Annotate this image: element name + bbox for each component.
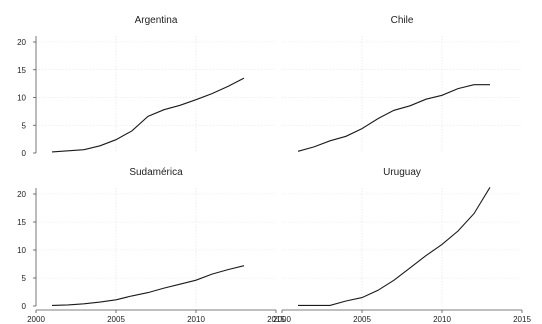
x-tick-label: 2005 bbox=[353, 315, 371, 324]
panel-1: Argentina 0 5 10 15 20 bbox=[17, 15, 276, 158]
y-tick-label: 10 bbox=[17, 246, 26, 255]
x-tick-label: 2015 bbox=[513, 315, 531, 324]
series-line bbox=[297, 84, 490, 152]
series-line bbox=[51, 77, 245, 153]
y-tick-label: 15 bbox=[17, 66, 26, 75]
panel-2: Chile bbox=[282, 15, 522, 153]
panel-3: Sudamérica 0 5 10 15 20 2000 2005 2010 2015 bbox=[17, 167, 285, 324]
y-tick-label: 10 bbox=[17, 94, 26, 103]
y-tick-label: 0 bbox=[22, 149, 27, 158]
panel-4: Uruguay 2000 2005 2010 2015 bbox=[273, 167, 531, 324]
x-tick-label: 2005 bbox=[107, 315, 125, 324]
y-tick-label: 20 bbox=[17, 190, 26, 199]
series-line bbox=[51, 265, 245, 306]
y-tick-label: 5 bbox=[22, 274, 27, 283]
panel-title: Sudamérica bbox=[129, 167, 183, 178]
x-tick-label: 2010 bbox=[187, 315, 205, 324]
panel-title: Uruguay bbox=[383, 167, 421, 178]
x-tick-label: 2010 bbox=[433, 315, 451, 324]
y-tick-label: 20 bbox=[17, 38, 26, 47]
x-tick-label: 2000 bbox=[273, 315, 291, 324]
panel-title: Chile bbox=[391, 15, 414, 26]
series-line bbox=[298, 187, 491, 306]
y-tick-label: 15 bbox=[17, 218, 26, 227]
x-tick-label: 2015 bbox=[267, 315, 285, 324]
x-tick-label: 2000 bbox=[27, 315, 45, 324]
panel-title: Argentina bbox=[135, 15, 178, 26]
y-tick-label: 0 bbox=[22, 302, 27, 311]
y-tick-label: 5 bbox=[22, 121, 27, 130]
